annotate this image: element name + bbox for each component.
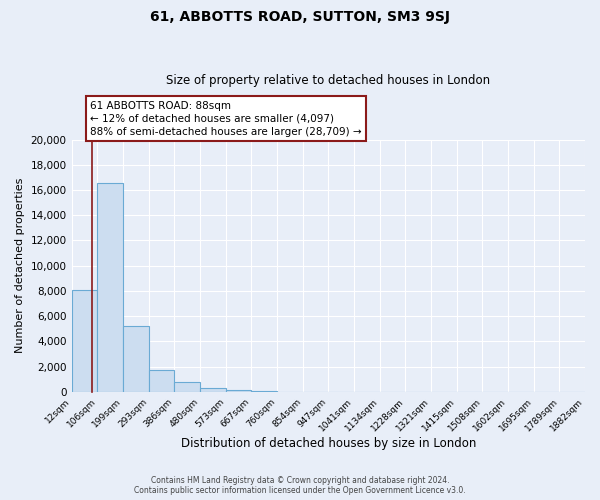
Bar <box>149 370 174 392</box>
Bar <box>97 183 123 392</box>
Text: 61 ABBOTTS ROAD: 88sqm
← 12% of detached houses are smaller (4,097)
88% of semi-: 61 ABBOTTS ROAD: 88sqm ← 12% of detached… <box>90 100 362 137</box>
Bar <box>251 390 277 392</box>
Bar <box>200 388 226 392</box>
X-axis label: Distribution of detached houses by size in London: Distribution of detached houses by size … <box>181 437 476 450</box>
Text: 61, ABBOTTS ROAD, SUTTON, SM3 9SJ: 61, ABBOTTS ROAD, SUTTON, SM3 9SJ <box>150 10 450 24</box>
Bar <box>226 390 251 392</box>
Bar <box>71 290 97 392</box>
Bar <box>123 326 149 392</box>
Bar <box>174 382 200 392</box>
Y-axis label: Number of detached properties: Number of detached properties <box>15 178 25 354</box>
Text: Contains HM Land Registry data © Crown copyright and database right 2024.
Contai: Contains HM Land Registry data © Crown c… <box>134 476 466 495</box>
Title: Size of property relative to detached houses in London: Size of property relative to detached ho… <box>166 74 490 87</box>
